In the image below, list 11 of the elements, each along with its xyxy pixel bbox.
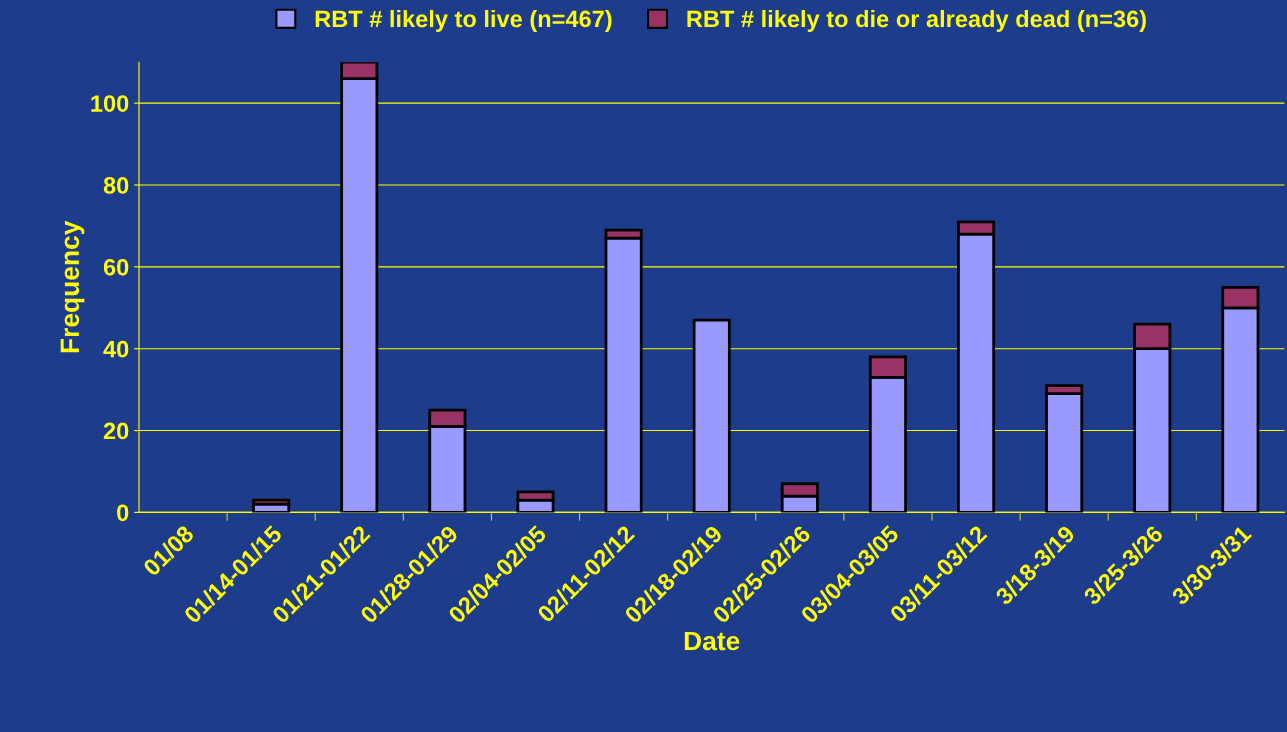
legend-label: RBT # likely to die or already dead (n=36)	[687, 9, 1146, 32]
y-tick-label: 100	[91, 95, 129, 112]
y-axis-title: Frequency	[60, 220, 85, 353]
y-tick-label: 40	[103, 340, 129, 358]
legend-label: RBT # likely to live (n=467)	[315, 9, 612, 32]
y-tick-label: 0	[117, 504, 129, 522]
y-tick-label: 80	[103, 177, 129, 194]
bar	[692, 318, 731, 513]
y-tick-label: 60	[103, 258, 129, 276]
x-axis-title: Date	[684, 631, 740, 651]
y-tick-label: 20	[103, 422, 129, 440]
